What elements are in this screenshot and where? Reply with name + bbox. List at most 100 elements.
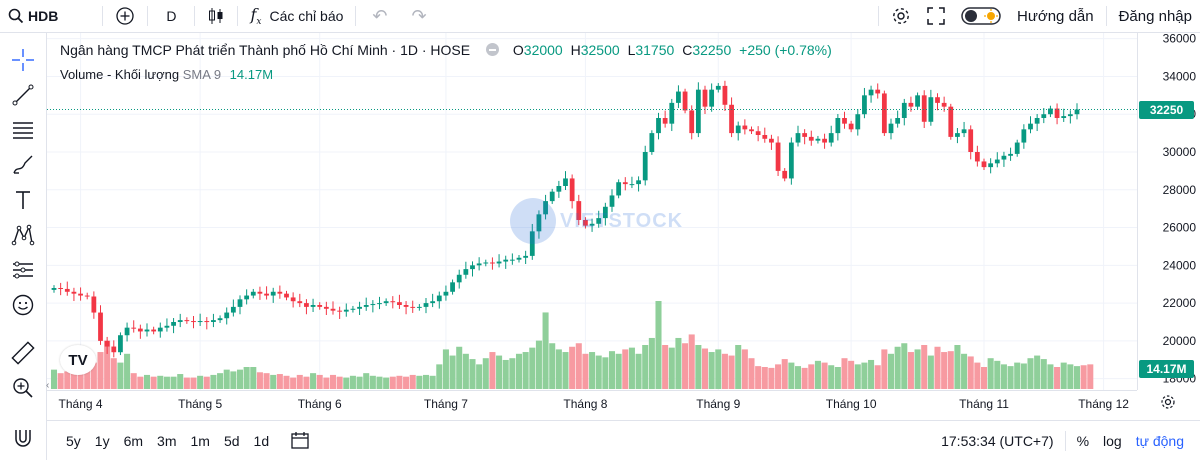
volume-bar bbox=[1007, 366, 1014, 389]
percent-toggle[interactable]: % bbox=[1076, 433, 1090, 449]
volume-bar bbox=[369, 375, 376, 389]
crosshair-tool[interactable] bbox=[8, 45, 38, 75]
volume-bar bbox=[708, 352, 715, 389]
guide-link[interactable]: Hướng dẫn bbox=[1009, 0, 1102, 32]
volume-bar bbox=[701, 348, 709, 389]
scroll-left-handle[interactable]: ‹ bbox=[46, 380, 50, 391]
volume-bar bbox=[1027, 358, 1034, 389]
volume-bar bbox=[170, 376, 177, 389]
legend-toggle[interactable] bbox=[486, 43, 499, 56]
price-axis[interactable]: 3600034000320003000028000260002400022000… bbox=[1137, 32, 1200, 390]
drawing-toolbar bbox=[0, 33, 47, 460]
volume-bar bbox=[150, 376, 157, 389]
indicators-button[interactable]: fx Các chỉ báo bbox=[242, 0, 351, 32]
candle bbox=[1054, 103, 1060, 125]
candle-body bbox=[317, 305, 323, 307]
settings-button[interactable] bbox=[883, 0, 919, 32]
text-tool[interactable] bbox=[8, 185, 38, 215]
calendar-icon bbox=[291, 431, 309, 449]
candle bbox=[390, 296, 396, 309]
fib-tool[interactable] bbox=[8, 115, 38, 145]
prediction-tool[interactable] bbox=[8, 255, 38, 285]
candle bbox=[808, 130, 814, 146]
interval-button[interactable]: D bbox=[152, 0, 190, 32]
volume-bar bbox=[456, 346, 463, 389]
candle-body bbox=[211, 320, 216, 322]
zoom-tool[interactable] bbox=[8, 373, 38, 403]
log-toggle[interactable]: log bbox=[1103, 433, 1122, 449]
volume-bar bbox=[256, 372, 263, 389]
candle-body bbox=[230, 306, 236, 313]
redo-button[interactable]: ↷ bbox=[400, 0, 439, 32]
candle-body bbox=[78, 293, 83, 296]
candle bbox=[802, 129, 808, 145]
candle bbox=[901, 98, 907, 126]
symbol-search[interactable]: HDB bbox=[0, 0, 66, 32]
candle bbox=[310, 298, 316, 312]
candle-body bbox=[436, 295, 442, 302]
candle bbox=[1034, 114, 1040, 132]
candle-body bbox=[151, 329, 157, 332]
candle-body bbox=[921, 95, 927, 122]
candle-body bbox=[1074, 109, 1080, 115]
magnet-tool[interactable] bbox=[8, 423, 38, 453]
undo-button[interactable]: ↶ bbox=[360, 0, 399, 32]
clock[interactable]: 17:53:34 (UTC+7) bbox=[941, 433, 1054, 449]
compare-button[interactable] bbox=[107, 0, 143, 32]
login-button[interactable]: Đăng nhập bbox=[1111, 0, 1200, 32]
tradingview-logo[interactable]: TV bbox=[60, 345, 96, 375]
candle-body bbox=[277, 291, 283, 294]
volume-bar bbox=[947, 351, 954, 389]
range-button-5y[interactable]: 5y bbox=[66, 433, 81, 449]
auto-scale-toggle[interactable]: tự động bbox=[1135, 433, 1184, 449]
volume-bar bbox=[608, 351, 616, 389]
emoji-tool[interactable] bbox=[8, 290, 38, 320]
range-button-1d[interactable]: 1d bbox=[253, 433, 270, 449]
candle bbox=[842, 111, 847, 129]
volume-bar bbox=[183, 377, 190, 389]
pattern-tool[interactable] bbox=[8, 220, 38, 250]
candle bbox=[656, 112, 661, 140]
date-range-button[interactable] bbox=[290, 430, 310, 453]
candle bbox=[171, 318, 176, 334]
volume-bar bbox=[110, 358, 117, 389]
volume-bar bbox=[894, 346, 901, 389]
volume-bar bbox=[589, 352, 596, 389]
candle-body bbox=[64, 288, 70, 292]
volume-bar bbox=[250, 367, 257, 389]
price-tick-label: 26000 bbox=[1163, 221, 1197, 235]
candle bbox=[118, 332, 123, 356]
watermark-text: VIETSTOCK bbox=[560, 209, 684, 232]
range-button-6m[interactable]: 6m bbox=[123, 433, 144, 449]
range-button-1m[interactable]: 1m bbox=[190, 433, 210, 449]
chart-type-button[interactable] bbox=[199, 0, 233, 32]
candle bbox=[144, 323, 150, 337]
volume-bar bbox=[535, 340, 542, 389]
candle-body bbox=[649, 133, 655, 152]
brush-tool[interactable] bbox=[8, 150, 38, 180]
trend-line-tool[interactable] bbox=[8, 80, 38, 110]
price-volume-chart[interactable] bbox=[47, 33, 1137, 390]
volume-bar bbox=[901, 343, 908, 389]
zoom-in-icon bbox=[13, 378, 33, 398]
range-button-5d[interactable]: 5d bbox=[223, 433, 240, 449]
theme-toggle[interactable] bbox=[953, 0, 1009, 32]
candle-body bbox=[224, 312, 230, 319]
range-button-1y[interactable]: 1y bbox=[94, 433, 110, 449]
volume-bar bbox=[97, 352, 104, 389]
candle bbox=[237, 295, 243, 315]
chart-pane[interactable] bbox=[47, 33, 1137, 390]
candle bbox=[988, 158, 994, 174]
fullscreen-button[interactable] bbox=[919, 0, 953, 32]
range-button-3m[interactable]: 3m bbox=[157, 433, 177, 449]
time-axis-settings[interactable] bbox=[1160, 394, 1176, 415]
candle bbox=[709, 83, 715, 112]
volume-bar bbox=[130, 373, 137, 389]
ruler-tool[interactable] bbox=[8, 338, 38, 368]
candle bbox=[250, 288, 256, 299]
volume-bar bbox=[509, 358, 516, 389]
time-axis[interactable]: Tháng 4 Tháng 5 Tháng 6 Tháng 7 Tháng 8 Tháng… bbox=[47, 390, 1137, 417]
candle bbox=[184, 317, 190, 324]
candle-body bbox=[875, 89, 881, 94]
candle-body bbox=[662, 118, 668, 124]
